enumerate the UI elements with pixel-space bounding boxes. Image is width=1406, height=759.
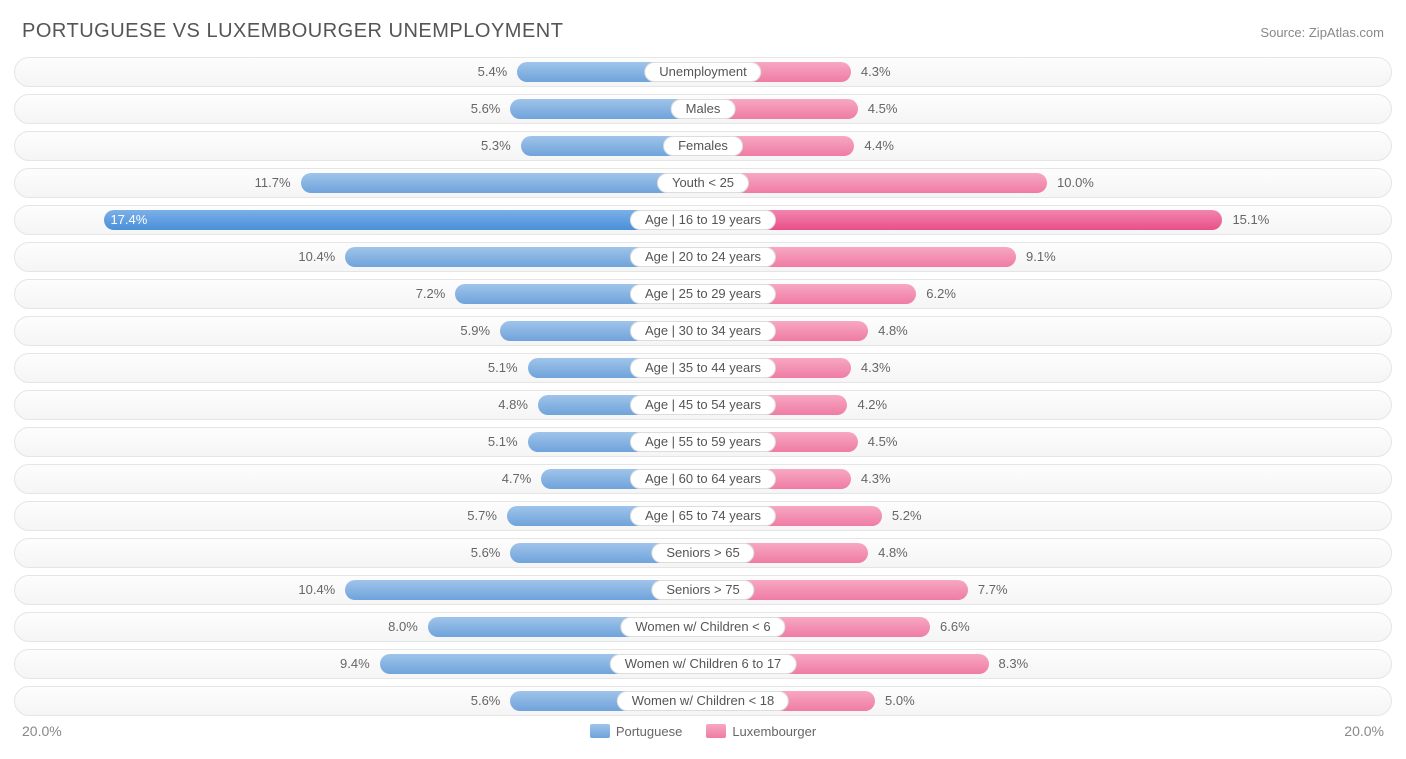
chart-row: 5.1% 4.5% Age | 55 to 59 years — [14, 427, 1392, 457]
chart-footer: 20.0% Portuguese Luxembourger 20.0% — [14, 723, 1392, 739]
bar-left-value: 4.8% — [498, 395, 538, 415]
bar-right-value: 7.7% — [968, 580, 1008, 600]
bar-right-value: 4.3% — [851, 469, 891, 489]
bar-right: 10.0% — [703, 173, 1047, 193]
bar-left-value: 8.0% — [388, 617, 428, 637]
category-label: Age | 45 to 54 years — [630, 395, 776, 415]
legend-item-right: Luxembourger — [706, 724, 816, 739]
category-label: Males — [671, 99, 736, 119]
chart-row: 4.7% 4.3% Age | 60 to 64 years — [14, 464, 1392, 494]
bar-left-value: 5.6% — [471, 99, 511, 119]
chart-title: PORTUGUESE VS LUXEMBOURGER UNEMPLOYMENT — [22, 20, 563, 43]
chart-row: 4.8% 4.2% Age | 45 to 54 years — [14, 390, 1392, 420]
category-label: Age | 20 to 24 years — [630, 247, 776, 267]
bar-right-value: 10.0% — [1047, 173, 1094, 193]
bar-left: 10.4% — [345, 580, 703, 600]
legend-label-right: Luxembourger — [732, 724, 816, 739]
category-label: Age | 25 to 29 years — [630, 284, 776, 304]
bar-left-value: 11.7% — [255, 173, 301, 193]
bar-left-value: 5.1% — [488, 358, 528, 378]
bar-left: 11.7% — [301, 173, 703, 193]
bar-left-value: 17.4% — [110, 210, 147, 230]
axis-left-max: 20.0% — [22, 723, 62, 739]
category-label: Age | 35 to 44 years — [630, 358, 776, 378]
chart-row: 5.6% 4.5% Males — [14, 94, 1392, 124]
chart-row: 8.0% 6.6% Women w/ Children < 6 — [14, 612, 1392, 642]
source-label: Source: — [1260, 25, 1305, 40]
bar-right-value: 15.1% — [1222, 210, 1269, 230]
category-label: Women w/ Children < 6 — [620, 617, 785, 637]
legend-item-left: Portuguese — [590, 724, 683, 739]
bar-left-value: 5.4% — [478, 62, 518, 82]
bar-left-value: 10.4% — [298, 247, 345, 267]
bar-left-value: 10.4% — [298, 580, 345, 600]
bar-left-value: 7.2% — [416, 284, 456, 304]
category-label: Age | 55 to 59 years — [630, 432, 776, 452]
category-label: Age | 60 to 64 years — [630, 469, 776, 489]
chart-row: 5.1% 4.3% Age | 35 to 44 years — [14, 353, 1392, 383]
category-label: Women w/ Children < 18 — [617, 691, 789, 711]
bar-right-value: 4.8% — [868, 543, 908, 563]
bar-right-value: 5.0% — [875, 691, 915, 711]
bar-right-value: 8.3% — [989, 654, 1029, 674]
chart-row: 7.2% 6.2% Age | 25 to 29 years — [14, 279, 1392, 309]
bar-right-value: 4.5% — [858, 432, 898, 452]
bar-right-value: 6.6% — [930, 617, 970, 637]
chart-row: 5.6% 4.8% Seniors > 65 — [14, 538, 1392, 568]
bar-right-value: 9.1% — [1016, 247, 1056, 267]
chart-row: 5.6% 5.0% Women w/ Children < 18 — [14, 686, 1392, 716]
category-label: Age | 65 to 74 years — [630, 506, 776, 526]
chart-row: 5.4% 4.3% Unemployment — [14, 57, 1392, 87]
chart-row: 5.9% 4.8% Age | 30 to 34 years — [14, 316, 1392, 346]
diverging-bar-chart: 5.4% 4.3% Unemployment 5.6% 4.5% Males 5.3% 4.4… — [14, 57, 1392, 716]
bar-right: 15.1% — [703, 210, 1222, 230]
category-label: Unemployment — [644, 62, 761, 82]
bar-left-value: 5.1% — [488, 432, 528, 452]
bar-right-value: 4.3% — [851, 358, 891, 378]
category-label: Youth < 25 — [657, 173, 749, 193]
category-label: Age | 30 to 34 years — [630, 321, 776, 341]
bar-left-value: 9.4% — [340, 654, 380, 674]
chart-row: 9.4% 8.3% Women w/ Children 6 to 17 — [14, 649, 1392, 679]
chart-row: 5.3% 4.4% Females — [14, 131, 1392, 161]
legend-swatch-right — [706, 724, 726, 738]
category-label: Age | 16 to 19 years — [630, 210, 776, 230]
category-label: Seniors > 75 — [651, 580, 754, 600]
bar-right-value: 4.5% — [858, 99, 898, 119]
bar-right-value: 4.3% — [851, 62, 891, 82]
legend-swatch-left — [590, 724, 610, 738]
chart-source: Source: ZipAtlas.com — [1260, 25, 1384, 40]
bar-left-value: 4.7% — [502, 469, 542, 489]
chart-header: PORTUGUESE VS LUXEMBOURGER UNEMPLOYMENT … — [14, 20, 1392, 43]
chart-row: 17.4%15.1%Age | 16 to 19 years — [14, 205, 1392, 235]
source-site: ZipAtlas.com — [1309, 25, 1384, 40]
category-label: Seniors > 65 — [651, 543, 754, 563]
category-label: Females — [663, 136, 743, 156]
bar-left-value: 5.9% — [460, 321, 500, 341]
bar-right-value: 4.8% — [868, 321, 908, 341]
chart-row: 11.7%10.0%Youth < 25 — [14, 168, 1392, 198]
chart-row: 5.7% 5.2% Age | 65 to 74 years — [14, 501, 1392, 531]
bar-left-value: 5.7% — [467, 506, 507, 526]
bar-right-value: 4.2% — [847, 395, 887, 415]
bar-left-value: 5.6% — [471, 691, 511, 711]
bar-left-value: 5.3% — [481, 136, 521, 156]
bar-left: 17.4% — [104, 210, 703, 230]
bar-right-value: 6.2% — [916, 284, 956, 304]
bar-right-value: 4.4% — [854, 136, 894, 156]
category-label: Women w/ Children 6 to 17 — [610, 654, 797, 674]
bar-left-value: 5.6% — [471, 543, 511, 563]
legend: Portuguese Luxembourger — [590, 724, 816, 739]
chart-row: 10.4% 7.7% Seniors > 75 — [14, 575, 1392, 605]
bar-right-value: 5.2% — [882, 506, 922, 526]
legend-label-left: Portuguese — [616, 724, 683, 739]
axis-right-max: 20.0% — [1344, 723, 1384, 739]
chart-row: 10.4% 9.1% Age | 20 to 24 years — [14, 242, 1392, 272]
